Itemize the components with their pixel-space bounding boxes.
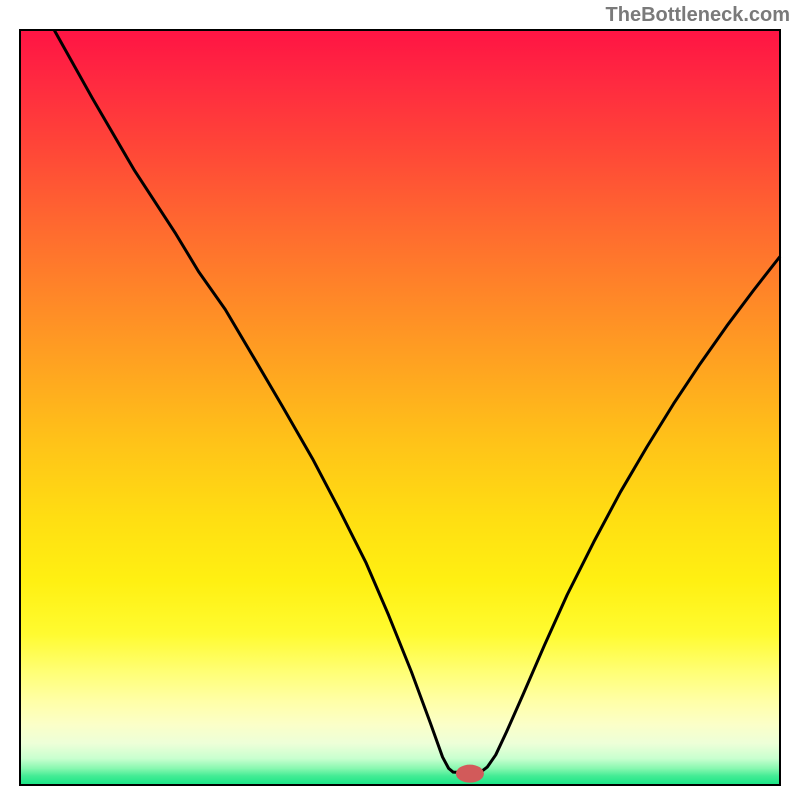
plot-background (20, 30, 780, 785)
minimum-marker (456, 765, 484, 783)
bottleneck-chart (0, 0, 800, 800)
chart-container: TheBottleneck.com (0, 0, 800, 800)
watermark-text: TheBottleneck.com (606, 4, 790, 27)
